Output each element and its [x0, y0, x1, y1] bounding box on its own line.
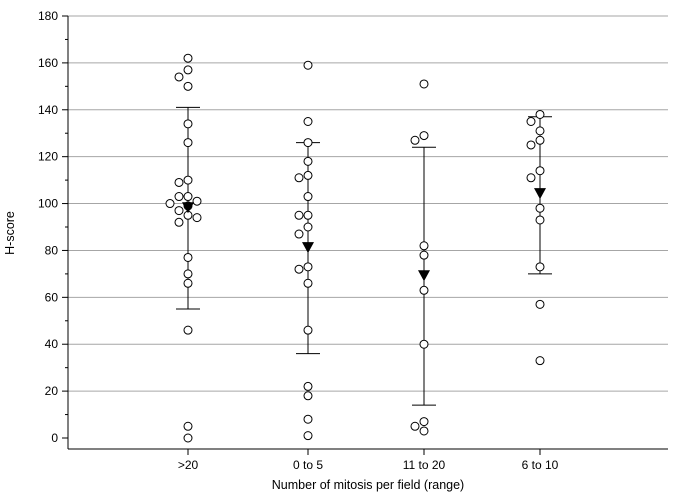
data-point: [419, 131, 429, 141]
data-point: [303, 60, 313, 70]
y-tick-label: 180: [38, 9, 58, 23]
data-point: [526, 140, 536, 150]
data-point: [183, 53, 193, 63]
data-point: [183, 119, 193, 129]
mean-marker: [302, 242, 314, 254]
data-point: [183, 325, 193, 335]
data-point: [183, 192, 193, 202]
mean-marker: [182, 202, 194, 214]
data-point: [303, 278, 313, 288]
axes: [67, 16, 668, 450]
data-point: [419, 426, 429, 436]
data-point: [303, 381, 313, 391]
y-ticks: 0 20 40 60 80 100 120 140 160 180: [38, 9, 68, 445]
data-point: [303, 138, 313, 148]
data-point: [419, 339, 429, 349]
x-tick-label: 0 to 5: [293, 458, 323, 472]
sd-error-bars: [176, 106, 552, 406]
x-tick-label: 6 to 10: [522, 458, 559, 472]
data-point: [174, 72, 184, 82]
data-point: [303, 156, 313, 166]
data-point: [183, 421, 193, 431]
gridlines: [68, 15, 668, 392]
data-point: [535, 299, 545, 309]
data-point: [303, 414, 313, 424]
y-tick-label: 60: [45, 290, 59, 304]
data-point: [183, 175, 193, 185]
mean-marker: [418, 270, 430, 282]
x-axis-title: Number of mitosis per field (range): [272, 478, 464, 492]
data-point: [303, 262, 313, 272]
data-point: [183, 252, 193, 262]
y-tick-label: 40: [45, 337, 59, 351]
data-point: [183, 278, 193, 288]
data-point: [303, 391, 313, 401]
y-tick-label: 0: [51, 431, 58, 445]
data-point: [174, 192, 184, 202]
data-point: [294, 210, 304, 220]
data-point: [192, 213, 202, 223]
data-point: [183, 138, 193, 148]
y-tick-label: 20: [45, 384, 59, 398]
data-point: [183, 433, 193, 443]
data-point: [419, 417, 429, 427]
data-point: [526, 117, 536, 126]
data-point: [535, 135, 545, 145]
data-point: [303, 325, 313, 335]
data-point: [535, 166, 545, 176]
x-ticks: >20 0 to 5 11 to 20 6 to 10: [178, 449, 559, 472]
data-point: [419, 241, 429, 251]
data-point: [410, 135, 420, 145]
data-point: [535, 215, 545, 225]
y-tick-label: 100: [38, 197, 58, 211]
data-point: [174, 217, 184, 227]
data-point: [535, 356, 545, 366]
y-tick-label: 140: [38, 103, 58, 117]
x-tick-label: 11 to 20: [403, 458, 446, 472]
mean-marker: [534, 188, 546, 200]
data-point: [419, 250, 429, 260]
y-axis-title: H-score: [3, 211, 17, 255]
x-tick-label: >20: [178, 458, 199, 472]
data-point: [535, 262, 545, 272]
data-point: [294, 173, 304, 183]
data-point: [174, 177, 184, 187]
data-point: [294, 264, 304, 274]
data-point: [183, 81, 193, 91]
data-point: [192, 196, 202, 206]
data-point: [526, 173, 536, 183]
data-point: [165, 199, 175, 209]
data-point: [410, 421, 420, 431]
data-points: [165, 53, 545, 443]
mean-markers: [182, 188, 546, 282]
data-point: [419, 285, 429, 295]
data-point: [535, 109, 545, 119]
y-tick-label: 80: [45, 243, 59, 257]
data-point: [174, 206, 184, 216]
data-point: [303, 431, 313, 441]
data-point: [419, 79, 429, 89]
y-tick-label: 160: [38, 56, 58, 70]
data-point: [294, 229, 304, 239]
data-point: [303, 222, 313, 232]
data-point: [183, 269, 193, 279]
data-point: [535, 203, 545, 213]
data-point: [303, 117, 313, 126]
data-point: [535, 126, 545, 136]
data-point: [183, 65, 193, 75]
data-point: [303, 192, 313, 202]
y-tick-label: 120: [38, 150, 58, 164]
data-point: [303, 210, 313, 220]
data-point: [303, 170, 313, 180]
